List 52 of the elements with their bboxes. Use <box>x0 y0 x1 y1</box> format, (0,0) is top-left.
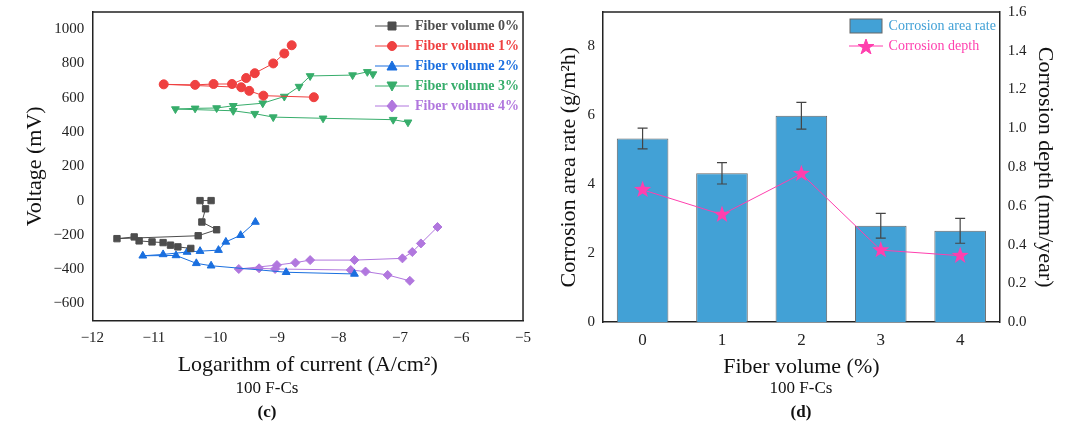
legend-label: Corrosion area rate <box>888 17 996 35</box>
y-tick-label: 800 <box>61 54 85 71</box>
x-tick-label: −12 <box>80 328 105 345</box>
y-axis-title: Corrosion area rate (g/m²h) <box>554 46 580 288</box>
y-tick-label: −400 <box>53 260 85 277</box>
x-tick-label: −9 <box>268 328 285 345</box>
text: 100 F-Cs <box>768 378 834 398</box>
x-axis-title: Logarithm of current (A/cm²) <box>177 350 438 376</box>
legend-label: Fiber volume 3% <box>415 77 520 95</box>
legend-label: Fiber volume 1% <box>415 37 520 55</box>
x-tick-label: −5 <box>515 328 531 345</box>
y-tick-label: 0 <box>587 313 595 330</box>
x-tick-label: −10 <box>203 328 228 345</box>
y2-tick-label: 1.6 <box>1007 2 1028 19</box>
legend-label: Fiber volume 0% <box>415 17 520 35</box>
x-tick-label: −7 <box>391 328 409 345</box>
y-tick-label: −600 <box>53 294 85 311</box>
y-tick-label: 600 <box>61 88 85 105</box>
x-axis-title: Fiber volume (%) <box>723 352 880 378</box>
y-tick-label: 0 <box>76 191 85 208</box>
y2-tick-label: 0.6 <box>1007 196 1028 213</box>
y2-tick-label: 0.2 <box>1007 274 1027 291</box>
x-tick-label: −6 <box>453 328 470 345</box>
x-tick-label: −8 <box>330 328 347 345</box>
text: (c) <box>256 402 278 422</box>
y-tick-label: 4 <box>587 175 596 192</box>
y2-tick-label: 1.0 <box>1007 119 1027 136</box>
text: (d) <box>789 402 813 422</box>
legend-label: Corrosion depth <box>888 37 980 55</box>
x-tick-label: 1 <box>717 329 727 349</box>
y-tick-label: 6 <box>587 106 596 123</box>
x-tick-label: 3 <box>876 329 886 349</box>
text: 100 F-Cs <box>234 378 300 398</box>
y2-tick-label: 0.8 <box>1007 158 1027 175</box>
y-tick-label: 2 <box>587 244 595 261</box>
legend-label: Fiber volume 2% <box>415 57 520 75</box>
legend-label: Fiber volume 4% <box>415 97 520 115</box>
x-tick-label: 2 <box>797 329 806 349</box>
y-tick-label: 1000 <box>54 20 85 37</box>
y2-tick-label: 0.0 <box>1007 313 1027 330</box>
x-tick-label: 4 <box>955 329 965 349</box>
y2-tick-label: 0.4 <box>1007 235 1028 252</box>
y-tick-label: 200 <box>61 157 85 174</box>
y2-tick-label: 1.4 <box>1007 41 1028 58</box>
y2-axis-title: Corrosion depth (mm/year) <box>1034 46 1060 288</box>
y2-tick-label: 1.2 <box>1007 80 1027 97</box>
y-axis-title: Voltage (mV) <box>20 106 46 227</box>
y-tick-label: −200 <box>53 225 85 242</box>
y-tick-label: 400 <box>61 122 85 139</box>
x-tick-label: −11 <box>142 328 166 345</box>
x-tick-label: 0 <box>638 329 647 349</box>
y-tick-label: 8 <box>587 37 595 54</box>
